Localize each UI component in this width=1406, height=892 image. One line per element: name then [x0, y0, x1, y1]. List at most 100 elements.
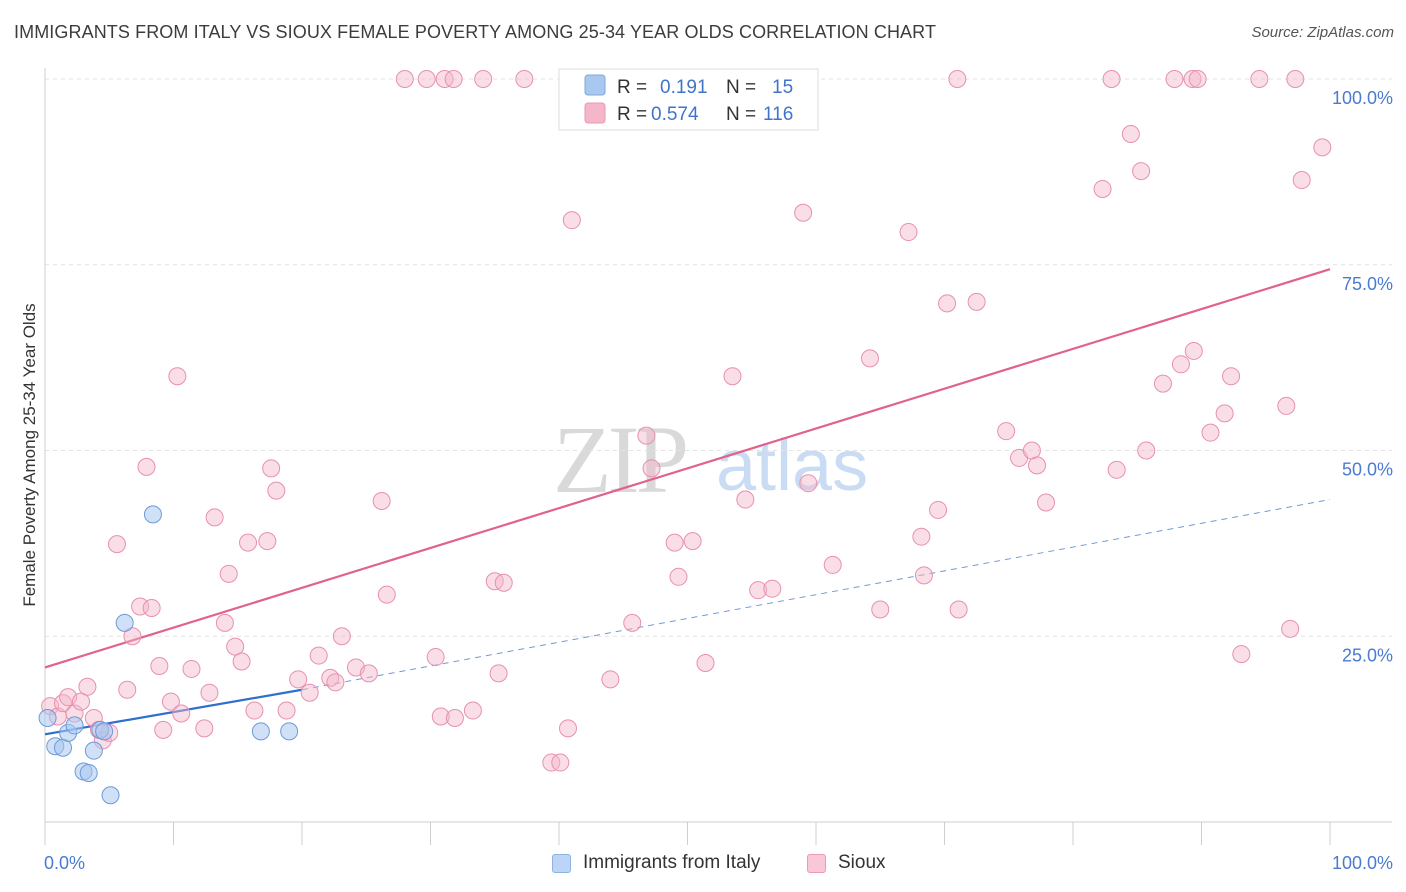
sioux-point-86: [949, 600, 968, 619]
sioux-point-84: [948, 70, 967, 88]
sioux-point-67: [665, 533, 684, 552]
tick-labels: 25.0% 50.0% 75.0% 100.0% 0.0% 100.0%: [44, 88, 1393, 873]
legend-swatch-italy: [584, 74, 606, 96]
sioux-point-101: [1171, 355, 1190, 374]
sioux-point-62: [562, 211, 581, 230]
italy-point-11: [115, 613, 134, 632]
legend-r-value-sioux: 0.574: [651, 104, 699, 125]
sioux-point-55: [485, 572, 504, 591]
sioux-point-71: [723, 367, 742, 386]
sioux-point-32: [258, 532, 277, 551]
y-tick-label-75: 75.0%: [1342, 274, 1393, 294]
sioux-point-14: [131, 597, 150, 616]
legend-r-label-sioux: R =: [617, 104, 647, 125]
sioux-point-108: [1232, 645, 1251, 664]
sioux-point-28: [226, 637, 245, 656]
sioux-point-106: [1215, 404, 1234, 423]
sioux-points: [41, 70, 1332, 772]
sioux-point-77: [823, 555, 842, 574]
sioux-point-41: [332, 627, 351, 646]
trend-lines: [44, 268, 1331, 736]
sioux-point-6: [78, 677, 97, 696]
sioux-point-51: [444, 70, 463, 88]
sioux-point-91: [1028, 456, 1047, 475]
sioux-point-94: [1093, 179, 1112, 198]
bottom-legend: Immigrants from Italy Sioux: [0, 852, 1406, 878]
sioux-point-44: [372, 492, 391, 511]
y-axis-label: Female Poverty Among 25-34 Year Olds: [20, 303, 39, 606]
italy-point-14: [280, 722, 299, 741]
sioux-point-36: [289, 670, 308, 689]
sioux-point-104: [1188, 70, 1207, 88]
sioux-point-34: [267, 481, 286, 500]
bottom-legend-label-sioux: Sioux: [838, 852, 886, 873]
legend-r-label-italy: R =: [617, 77, 647, 98]
sioux-point-114: [1313, 138, 1332, 157]
sioux-point-58: [515, 70, 534, 88]
sioux-point-47: [417, 70, 436, 88]
sioux-point-96: [1121, 124, 1140, 143]
sioux-point-79: [871, 600, 890, 619]
x-tick-label-max: 100.0%: [1332, 853, 1393, 873]
sioux-point-110: [1277, 396, 1296, 415]
sioux-point-68: [669, 567, 688, 586]
sioux-point-31: [245, 701, 264, 720]
sioux-point-46: [395, 70, 414, 88]
sioux-point-105: [1201, 423, 1220, 442]
sioux-point-52: [445, 708, 464, 727]
legend-n-value-sioux: 116: [763, 104, 793, 125]
legend-r-value-italy: 0.191: [660, 77, 708, 98]
sioux-point-61: [558, 719, 577, 738]
sioux-point-37: [300, 683, 319, 702]
sioux-point-11: [107, 535, 126, 554]
sioux-point-57: [489, 664, 508, 683]
sioux-point-97: [1132, 162, 1151, 181]
italy-point-0: [38, 708, 57, 727]
legend-swatch-sioux: [584, 102, 606, 124]
italy-point-12: [143, 505, 162, 524]
sioux-point-70: [696, 653, 715, 672]
x-tick-label-min: 0.0%: [44, 853, 85, 873]
sioux-point-22: [182, 659, 201, 678]
italy-point-6: [79, 763, 98, 782]
bottom-legend-sioux: Sioux: [807, 852, 886, 874]
italy-point-7: [84, 741, 103, 760]
sioux-point-33: [262, 459, 281, 478]
sioux-point-66: [642, 459, 661, 478]
sioux-point-81: [912, 527, 931, 546]
bottom-legend-swatch-sioux: [807, 853, 826, 873]
italy-point-10: [101, 786, 120, 805]
sioux-point-56: [494, 573, 513, 592]
sioux-point-95: [1107, 460, 1126, 479]
sioux-point-29: [232, 652, 251, 671]
sioux-point-45: [377, 585, 396, 604]
sioux-point-17: [150, 656, 169, 675]
sioux-point-82: [914, 566, 933, 585]
sioux-point-78: [860, 349, 879, 368]
sioux-point-50: [431, 707, 450, 726]
sioux-point-49: [426, 648, 445, 667]
sioux-point-64: [623, 613, 642, 632]
sioux-point-109: [1250, 70, 1269, 88]
italy-point-13: [251, 722, 270, 741]
italy-trend-line: [44, 688, 303, 736]
y-tick-label-25: 25.0%: [1342, 645, 1393, 665]
source-credit: Source: ZipAtlas.com: [1251, 24, 1394, 41]
watermark-atlas: atlas: [716, 426, 868, 506]
sioux-point-19: [161, 692, 180, 711]
italy-point-4: [65, 716, 84, 735]
sioux-point-103: [1184, 341, 1203, 360]
sioux-point-63: [601, 670, 620, 689]
legend-n-label-italy: N =: [726, 77, 756, 98]
sioux-point-65: [637, 426, 656, 445]
sioux-point-13: [123, 627, 142, 646]
sioux-point-60: [551, 753, 570, 772]
sioux-point-23: [195, 719, 214, 738]
sioux-point-113: [1292, 171, 1311, 190]
y-tick-label-50: 50.0%: [1342, 460, 1393, 480]
legend-n-value-italy: 15: [772, 77, 793, 98]
sioux-point-74: [763, 579, 782, 598]
sioux-point-12: [118, 680, 137, 699]
sioux-point-102: [1183, 70, 1202, 88]
